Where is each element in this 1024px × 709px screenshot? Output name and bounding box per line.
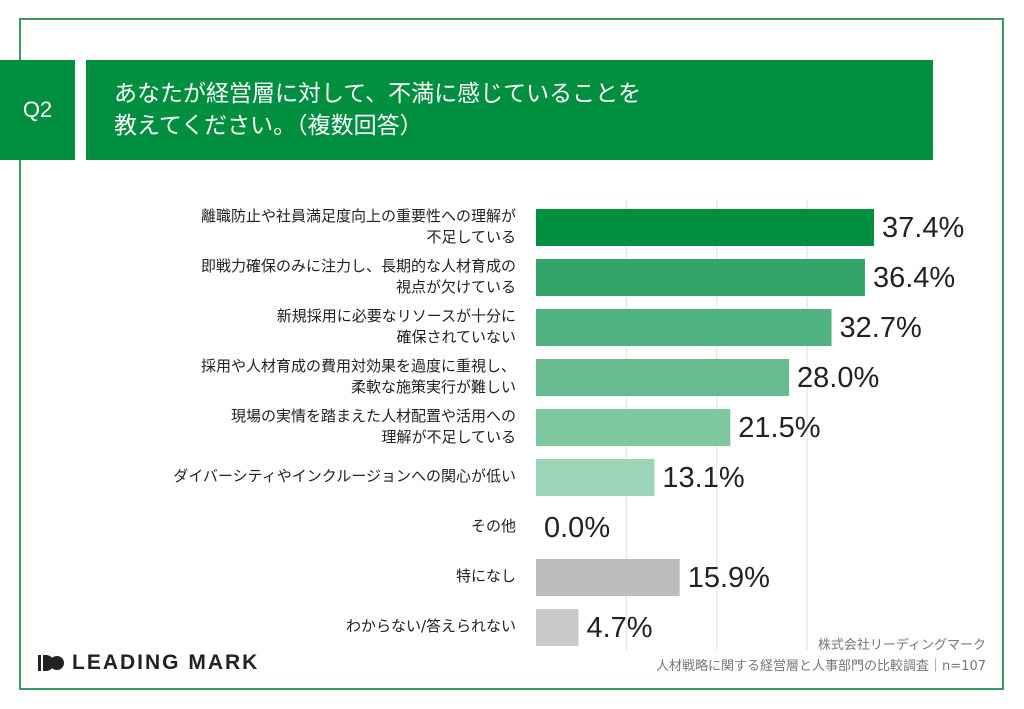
bar [536, 559, 680, 596]
chart-frame [19, 18, 1004, 690]
bar [536, 209, 874, 246]
value-label: 0.0% [544, 512, 611, 544]
category-label: 特になし [455, 567, 516, 585]
category-label: 採用や人材育成の費用対効果を過度に重視し、 柔軟な施策実行が難しい [200, 356, 516, 396]
bar [536, 309, 832, 346]
value-label: 21.5% [738, 412, 821, 444]
value-label: 4.7% [586, 612, 653, 644]
question-number: Q2 [0, 60, 75, 160]
question-title: あなたが経営層に対して、不満に感じていることを 教えてください。（複数回答） [86, 60, 933, 160]
category-label: その他 [470, 517, 516, 535]
value-label: 37.4% [882, 212, 965, 244]
bar [536, 409, 731, 446]
logo: LEADING MARK [38, 651, 259, 675]
value-label: 32.7% [839, 312, 922, 344]
category-label: 現場の実情を踏まえた人材配置や活用への 理解が不足している [230, 406, 516, 446]
bar [536, 459, 655, 496]
value-label: 13.1% [662, 462, 745, 494]
category-label: ダイバーシティやインクルージョンへの関心が低い [173, 467, 516, 485]
category-label: 即戦力確保のみに注力し、長期的な人材育成の 視点が欠けている [200, 256, 516, 296]
bar [536, 609, 579, 646]
bar [536, 259, 865, 296]
logo-text: LEADING MARK [72, 651, 260, 674]
category-label: 離職防止や社員満足度向上の重要性への理解が 不足している [200, 206, 516, 246]
survey-credit: 人材戦略に関する経営層と人事部門の比較調査｜n=107 [656, 659, 986, 674]
value-label: 36.4% [872, 262, 956, 294]
company-credit: 株式会社リーディングマーク [817, 638, 986, 653]
category-label: わからない/答えられない [345, 617, 516, 635]
value-label: 15.9% [687, 562, 770, 594]
bar [536, 359, 790, 396]
category-label: 新規採用に必要なリソースが十分に 確保されていない [276, 306, 516, 346]
value-label: 28.0% [797, 362, 880, 394]
logo-mark-icon [38, 655, 64, 671]
